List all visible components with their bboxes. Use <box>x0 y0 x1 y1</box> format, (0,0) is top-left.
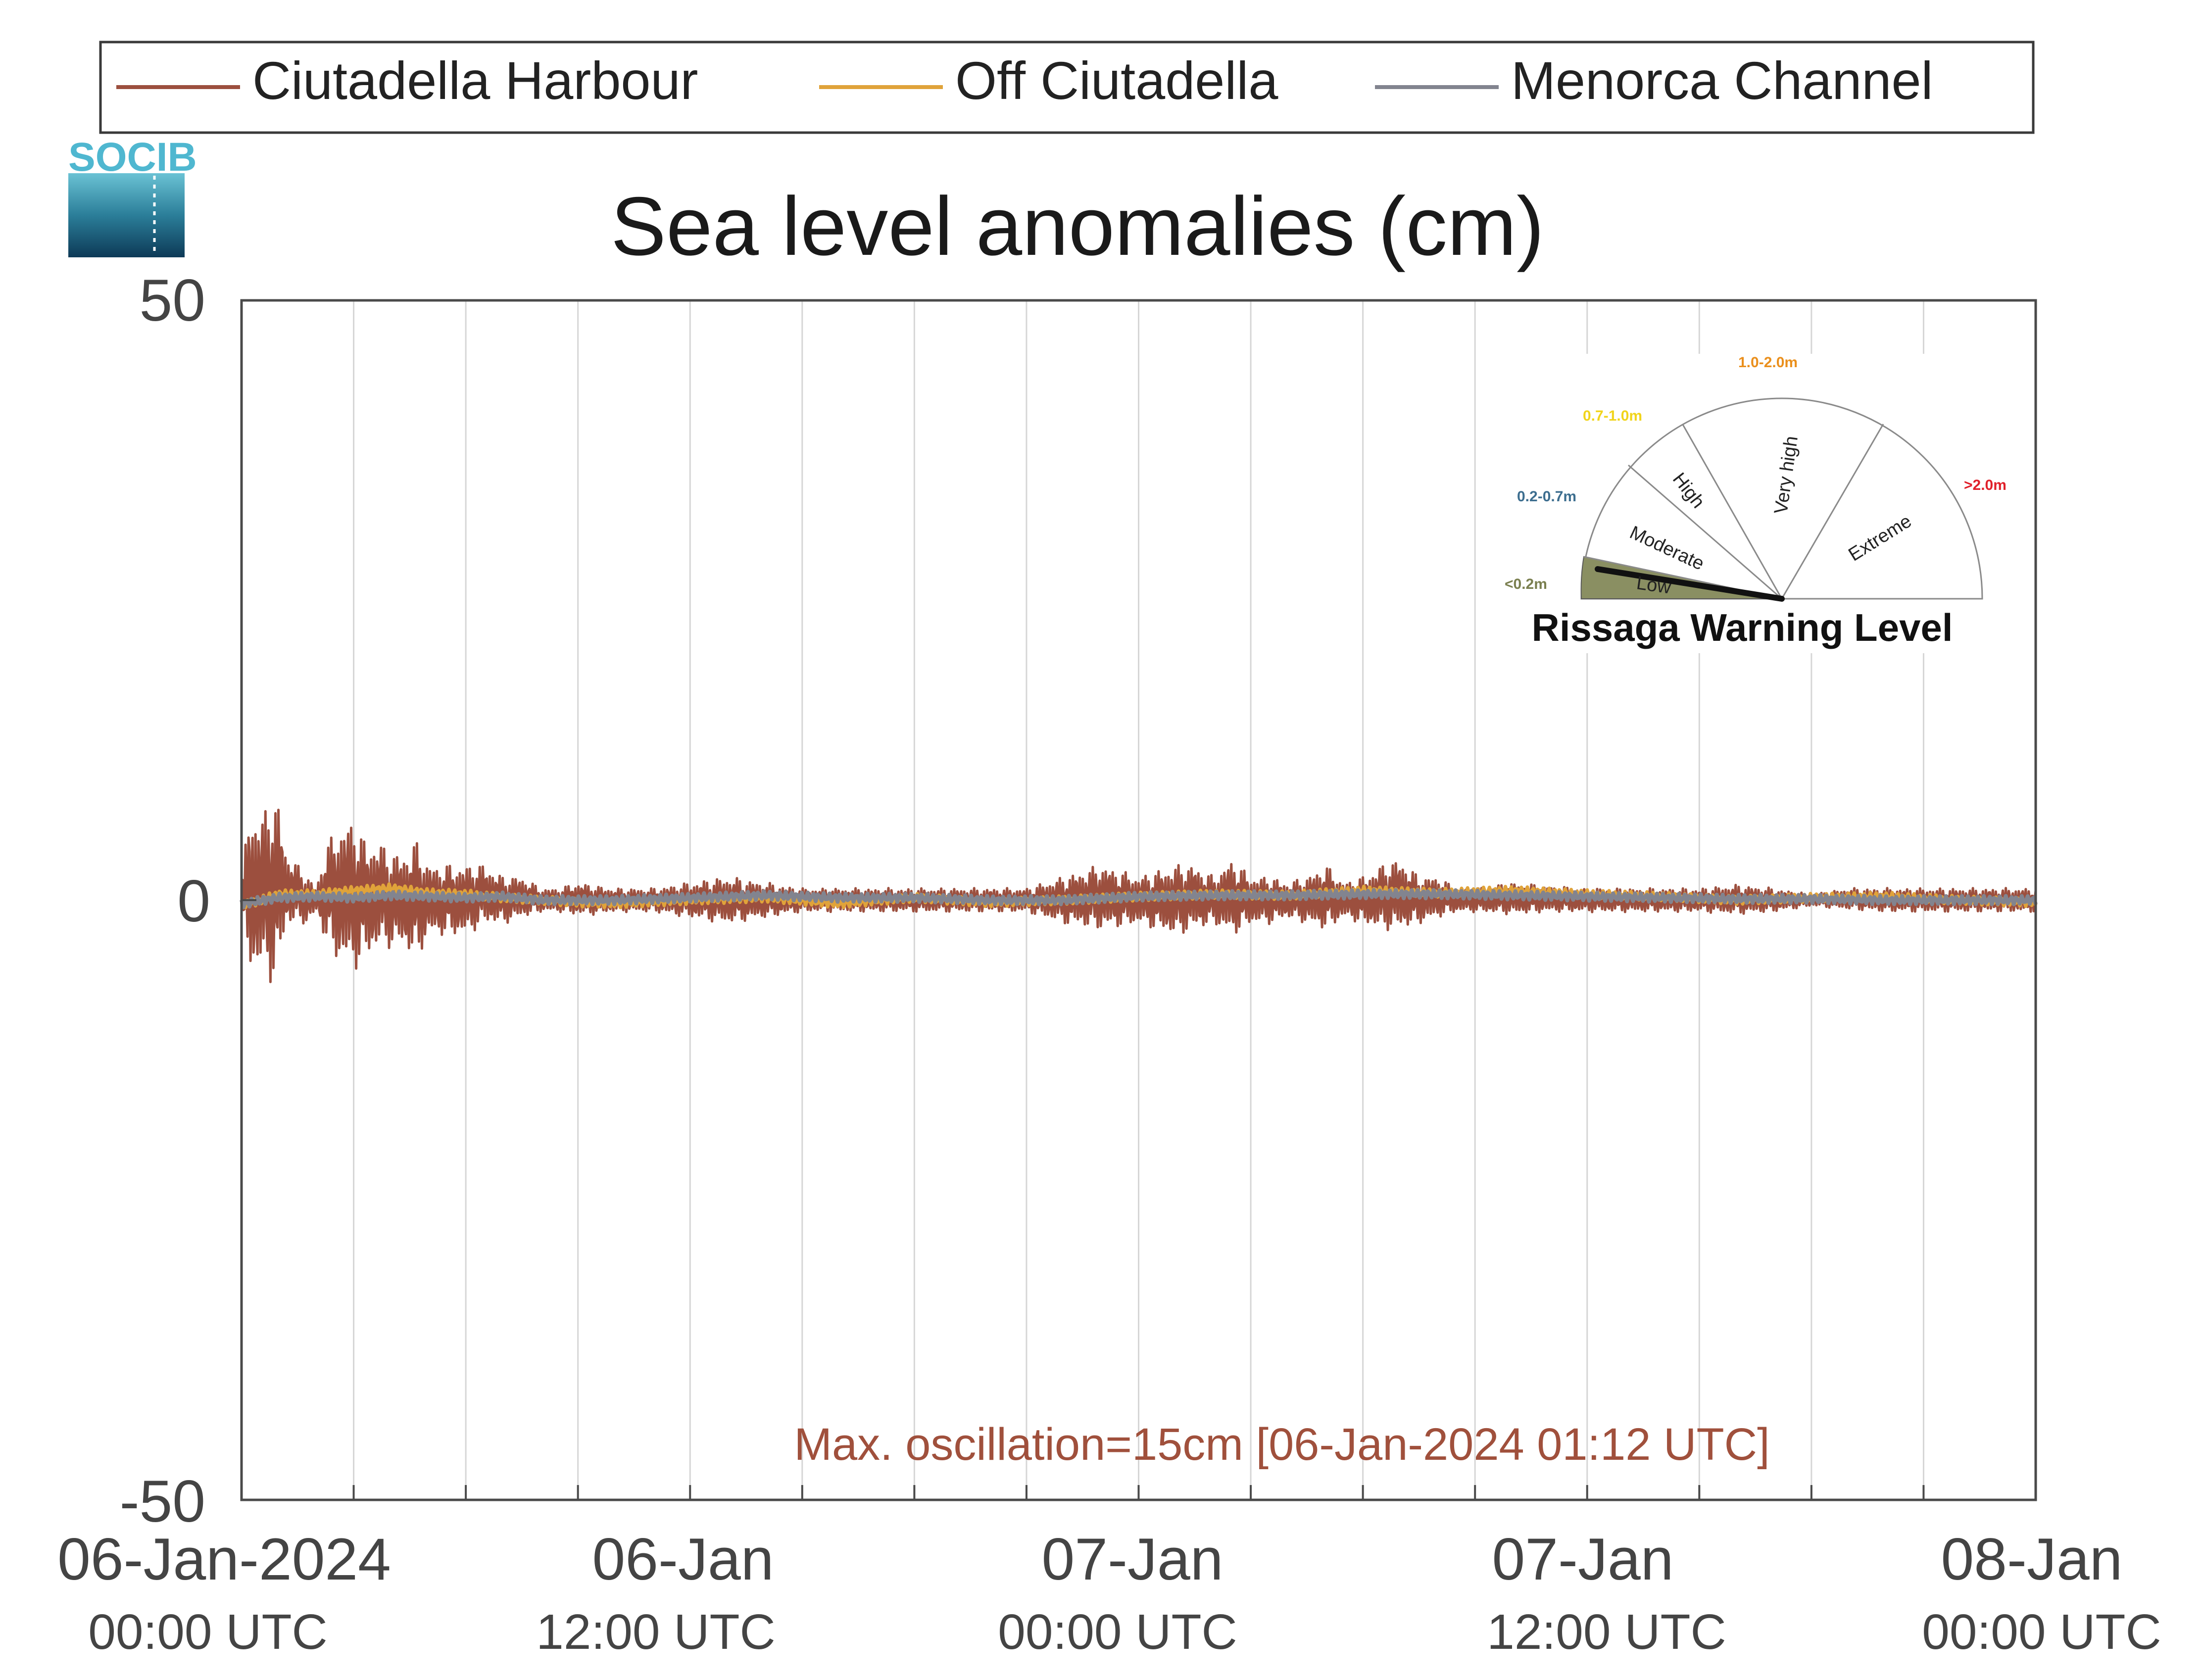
socib-logo-text: SOCIB <box>68 135 197 180</box>
x-tick-date-0: 06-Jan-2024 <box>57 1526 391 1592</box>
chart-title: Sea level anomalies (cm) <box>611 180 1544 273</box>
x-tick-date-1: 06-Jan <box>592 1526 774 1592</box>
x-tick-time-3: 12:00 UTC <box>1487 1604 1726 1660</box>
y-tick-label-bottom: -50 <box>120 1468 205 1535</box>
y-tick-label-zero: 0 <box>177 868 210 934</box>
x-tick-date-4: 08-Jan <box>1941 1526 2123 1592</box>
rissaga-warning-gauge: Low Moderate High Very high Extreme <0.2… <box>1495 354 2029 653</box>
x-tick-time-2: 00:00 UTC <box>998 1604 1237 1660</box>
gauge-label-low: Low <box>1635 573 1672 598</box>
socib-logo-block <box>68 173 185 257</box>
x-tick-date-3: 07-Jan <box>1492 1526 1674 1592</box>
series-layer <box>240 809 2038 983</box>
gauge-divider-2 <box>1628 464 1782 600</box>
legend: Ciutadella Harbour Off Ciutadella Menorc… <box>99 41 2035 134</box>
x-tick-time-4: 00:00 UTC <box>1922 1604 2161 1660</box>
series-line-menorca-channel <box>240 888 2038 910</box>
gauge-divider-3 <box>1682 424 1783 599</box>
legend-frame <box>99 41 2035 134</box>
gauge-title: Rissaga Warning Level <box>1531 606 1953 649</box>
y-tick-label-top: 50 <box>140 267 205 334</box>
gauge-range-low: <0.2m <box>1505 576 1547 592</box>
legend-label-off-ciutadella: Off Ciutadella <box>955 50 1278 110</box>
gauge-divider-4 <box>1781 424 1884 599</box>
x-tick-time-1: 12:00 UTC <box>536 1604 776 1660</box>
legend-label-menorca-channel: Menorca Channel <box>1511 50 1933 110</box>
x-tick-time-0: 00:00 UTC <box>88 1604 328 1660</box>
x-tick-date-2: 07-Jan <box>1042 1526 1223 1592</box>
max-oscillation-annotation: Max. oscillation=15cm [06-Jan-2024 01:12… <box>794 1419 1769 1470</box>
gauge-range-moderate: 0.2-0.7m <box>1517 488 1576 505</box>
gauge-range-high: 0.7-1.0m <box>1583 408 1642 424</box>
gauge-needle <box>1595 566 1785 602</box>
gauge-range-very-high: 1.0-2.0m <box>1738 354 1798 371</box>
socib-logo: SOCIB <box>68 135 197 257</box>
axis-ticks <box>241 299 2037 1501</box>
gauge-range-extreme: >2.0m <box>1964 477 2006 493</box>
legend-label-ciutadella-harbour: Ciutadella Harbour <box>252 50 698 110</box>
gauge-outline <box>1580 397 1983 600</box>
